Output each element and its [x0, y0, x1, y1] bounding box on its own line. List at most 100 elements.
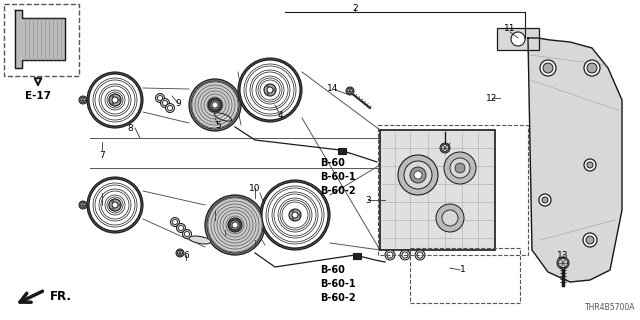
Circle shape — [250, 70, 290, 110]
Circle shape — [95, 185, 135, 225]
Text: 5: 5 — [215, 121, 221, 130]
Text: 8: 8 — [127, 124, 133, 132]
Circle shape — [414, 171, 422, 179]
Circle shape — [260, 80, 280, 100]
Circle shape — [87, 72, 143, 128]
Text: 12: 12 — [486, 93, 498, 102]
Circle shape — [266, 186, 324, 244]
Circle shape — [442, 145, 449, 151]
Text: 1: 1 — [460, 266, 466, 275]
Circle shape — [292, 218, 294, 220]
Circle shape — [272, 192, 318, 238]
Circle shape — [258, 78, 282, 102]
Circle shape — [346, 87, 354, 95]
Circle shape — [101, 86, 129, 114]
Circle shape — [244, 64, 296, 116]
Circle shape — [93, 183, 137, 227]
Circle shape — [232, 222, 238, 228]
Circle shape — [111, 103, 114, 105]
Circle shape — [262, 182, 328, 248]
Text: 9: 9 — [175, 99, 181, 108]
Text: B-60
B-60-1
B-60-2: B-60 B-60-1 B-60-2 — [320, 158, 356, 196]
Bar — [497, 28, 539, 50]
Polygon shape — [528, 38, 622, 282]
Circle shape — [385, 250, 395, 260]
Circle shape — [240, 60, 300, 120]
Circle shape — [109, 199, 121, 211]
Text: 13: 13 — [557, 251, 569, 260]
Circle shape — [101, 191, 129, 219]
Circle shape — [95, 185, 135, 225]
Circle shape — [101, 86, 129, 114]
Text: THR4B5700A: THR4B5700A — [584, 303, 635, 312]
Circle shape — [212, 102, 218, 108]
Circle shape — [99, 189, 131, 221]
Bar — [410, 248, 520, 303]
Circle shape — [239, 227, 241, 229]
Circle shape — [402, 252, 408, 258]
Circle shape — [252, 72, 288, 108]
Text: 3: 3 — [365, 196, 371, 204]
Circle shape — [250, 70, 290, 110]
Circle shape — [583, 233, 597, 247]
Circle shape — [189, 79, 241, 131]
Circle shape — [118, 204, 121, 206]
Circle shape — [191, 81, 239, 129]
Circle shape — [542, 197, 548, 203]
Circle shape — [109, 94, 121, 106]
Circle shape — [442, 210, 458, 226]
Polygon shape — [189, 236, 211, 244]
Circle shape — [107, 92, 123, 108]
Circle shape — [170, 218, 179, 227]
Circle shape — [207, 197, 263, 253]
Circle shape — [244, 64, 296, 116]
Circle shape — [292, 212, 298, 218]
Circle shape — [105, 90, 125, 110]
Circle shape — [256, 76, 284, 104]
Circle shape — [450, 158, 470, 178]
Circle shape — [540, 60, 556, 76]
Circle shape — [264, 84, 276, 96]
Circle shape — [219, 107, 221, 109]
Circle shape — [543, 63, 553, 73]
Circle shape — [559, 259, 568, 268]
Circle shape — [444, 152, 476, 184]
Circle shape — [118, 99, 121, 101]
Circle shape — [557, 257, 569, 269]
Circle shape — [89, 74, 141, 126]
Circle shape — [398, 155, 438, 195]
Circle shape — [208, 98, 222, 112]
Circle shape — [258, 78, 282, 102]
Circle shape — [246, 66, 294, 114]
Circle shape — [273, 89, 276, 91]
Circle shape — [111, 200, 114, 202]
Circle shape — [267, 87, 273, 93]
Circle shape — [81, 203, 86, 207]
Circle shape — [348, 89, 353, 93]
Circle shape — [107, 197, 123, 213]
Circle shape — [173, 220, 177, 225]
Circle shape — [163, 100, 168, 106]
Circle shape — [230, 220, 240, 230]
Circle shape — [280, 200, 310, 230]
Circle shape — [156, 93, 164, 102]
Text: E-17: E-17 — [25, 91, 51, 101]
Circle shape — [111, 208, 114, 210]
Text: 14: 14 — [327, 84, 339, 92]
Circle shape — [404, 161, 432, 189]
Circle shape — [400, 250, 410, 260]
Circle shape — [109, 94, 121, 106]
Circle shape — [282, 202, 308, 228]
Circle shape — [272, 192, 318, 238]
Circle shape — [234, 219, 236, 220]
Circle shape — [184, 231, 189, 236]
Circle shape — [95, 80, 135, 120]
Circle shape — [177, 223, 186, 233]
Circle shape — [112, 202, 118, 208]
Circle shape — [79, 201, 87, 209]
Circle shape — [111, 95, 114, 97]
Circle shape — [176, 249, 184, 257]
Circle shape — [252, 72, 288, 108]
Circle shape — [168, 106, 173, 110]
Circle shape — [105, 90, 125, 110]
